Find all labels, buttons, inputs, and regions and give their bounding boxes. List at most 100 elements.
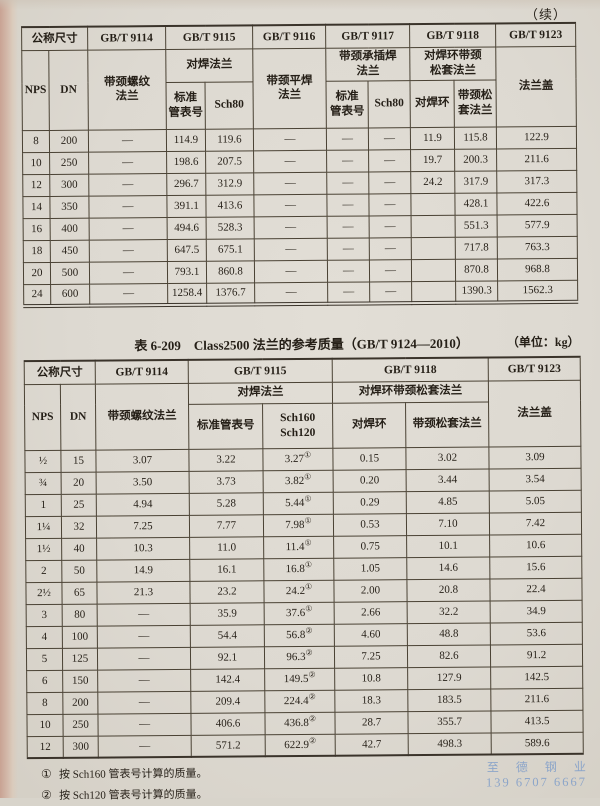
table-cell: — — [254, 237, 328, 261]
table-cell: 0.20 — [333, 469, 407, 492]
table-cell: — — [326, 149, 369, 172]
table-cell: — — [97, 668, 191, 692]
table-cell: — — [97, 712, 192, 736]
table-cell: 968.8 — [497, 257, 578, 281]
table-cell: 8 — [26, 691, 63, 715]
table-cell: 14.9 — [96, 558, 190, 582]
t1-header-type-blind: 法兰盖 — [495, 45, 577, 127]
table-cell: 400 — [50, 217, 90, 240]
table-cell — [411, 258, 456, 282]
table-cell: 1 — [25, 493, 62, 517]
table-cell: 24.2 — [410, 170, 455, 194]
table-cell: 3.07 — [95, 448, 190, 472]
table-cell: 0.15 — [332, 447, 407, 470]
table-row: 12 300—571.2 622.9② 42.7 498.3 589.6 — [27, 731, 584, 759]
table-cell: 18 — [23, 239, 51, 263]
t2-header-standard-gbt9114: GB/T 9114 — [95, 359, 189, 384]
footnote-marker: ① — [40, 766, 52, 782]
t1-header-standard-gbt9117: GB/T 9117 — [325, 24, 410, 48]
table-cell: 4.94 — [96, 492, 190, 516]
table-cell: 32.2 — [407, 600, 491, 624]
table-cell: — — [89, 217, 168, 240]
table-cell: 3.09 — [488, 445, 582, 469]
table-cell: 436.8② — [264, 711, 336, 735]
table-cell: 200 — [49, 129, 89, 152]
table-cell: 250 — [62, 713, 99, 736]
table-cell: 413.6 — [205, 194, 255, 217]
table-cell: 450 — [50, 239, 90, 262]
watermark-company-name: 至 德 钢 业 — [486, 759, 593, 775]
table-cell: 10.3 — [96, 536, 190, 560]
table-cell: 296.7 — [166, 172, 206, 196]
table-cell: — — [88, 151, 167, 174]
table-cell: 18.3 — [334, 689, 408, 712]
table-cell: 207.5 — [205, 150, 254, 173]
table-cell: 16.8① — [263, 557, 334, 581]
table-cell: 24.2① — [263, 579, 335, 603]
table-cell: — — [327, 237, 370, 260]
table-cell: 675.1 — [206, 238, 255, 261]
table-cell: 350 — [49, 195, 90, 218]
table-cell — [411, 280, 456, 304]
table-cell: 7.25 — [334, 645, 408, 668]
table-cell — [410, 192, 456, 216]
table-cell: 763.3 — [497, 235, 578, 259]
t2-subheader-sch160-sch120: Sch160 Sch120 — [262, 402, 333, 449]
table-cell: 2.00 — [333, 579, 408, 602]
t1-header-type-socketweld: 带颈承插焊 法兰 — [325, 47, 411, 81]
table-cell: 500 — [50, 261, 90, 284]
table-cell: 12 — [27, 735, 64, 759]
t1-header-standard-gbt9116: GB/T 9116 — [252, 24, 326, 49]
table-cell: 20 — [61, 471, 97, 494]
table-cell: 4.85 — [406, 490, 490, 514]
table-cell: — — [369, 237, 412, 260]
table-cell: 10.1 — [406, 534, 490, 558]
table-cell: 3.44 — [406, 468, 490, 492]
table-cell: 48.8 — [407, 622, 491, 646]
table-cell: 300 — [49, 173, 89, 196]
t1-subheader-loose-flange: 带颈松 套法兰 — [454, 79, 497, 127]
table-cell: 91.2 — [490, 643, 583, 667]
table-cell: 125 — [62, 647, 98, 670]
table-cell: — — [254, 281, 328, 305]
table-cell: 96.3② — [264, 645, 335, 669]
table-cell: — — [88, 195, 168, 218]
table2-title-bar: 表 6-209 Class2500 法兰的参考质量（GB/T 9124—2010… — [23, 332, 579, 356]
table-cell: 80 — [62, 603, 98, 626]
table-cell: 14 — [22, 195, 51, 219]
table-cell: — — [369, 215, 412, 238]
table-cell: 10 — [26, 713, 64, 737]
table-cell: 5.05 — [489, 489, 582, 513]
t1-subheader-sch80-9117: Sch80 — [368, 80, 411, 128]
table-cell: — — [254, 215, 328, 239]
table-cell: — — [254, 259, 328, 283]
table-cell: 11.0 — [189, 536, 264, 559]
continued-mark: （续） — [524, 6, 568, 23]
table-cell: 209.4 — [190, 690, 265, 713]
table-cell: 14.6 — [406, 556, 490, 580]
table-cell: 589.6 — [491, 731, 584, 755]
table-cell: 2.66 — [334, 601, 408, 624]
table-cell: 15.6 — [489, 555, 582, 579]
table-cell: 793.1 — [167, 260, 207, 284]
footnote-line: ② 按 Sch120 管表号计算的质量。 — [41, 784, 208, 806]
table-cell: 100 — [62, 625, 98, 648]
t2-header-type-threaded: 带颈螺纹法兰 — [95, 382, 189, 450]
table-cell: — — [253, 149, 327, 173]
table-cell: 22.4 — [489, 577, 583, 601]
table-cell: 3.02 — [405, 446, 490, 470]
table-cell: 571.2 — [191, 734, 266, 757]
t2-header-standard-gbt9115: GB/T 9115 — [188, 358, 333, 383]
table-cell: 21.3 — [96, 580, 191, 604]
table-cell: — — [89, 261, 168, 284]
t2-header-standard-gbt9123: GB/T 9123 — [488, 356, 581, 381]
table-cell: 20 — [23, 261, 51, 285]
t1-header-type-threaded: 带颈螺纹 法兰 — [87, 49, 167, 130]
table-cell: 317.9 — [454, 170, 497, 193]
table-cell: 647.5 — [167, 238, 207, 262]
table-cell: — — [97, 624, 191, 648]
table-cell: 860.8 — [206, 260, 255, 283]
t2-header-type-blind: 法兰盖 — [488, 379, 581, 447]
table-cell: 8 — [22, 129, 50, 153]
